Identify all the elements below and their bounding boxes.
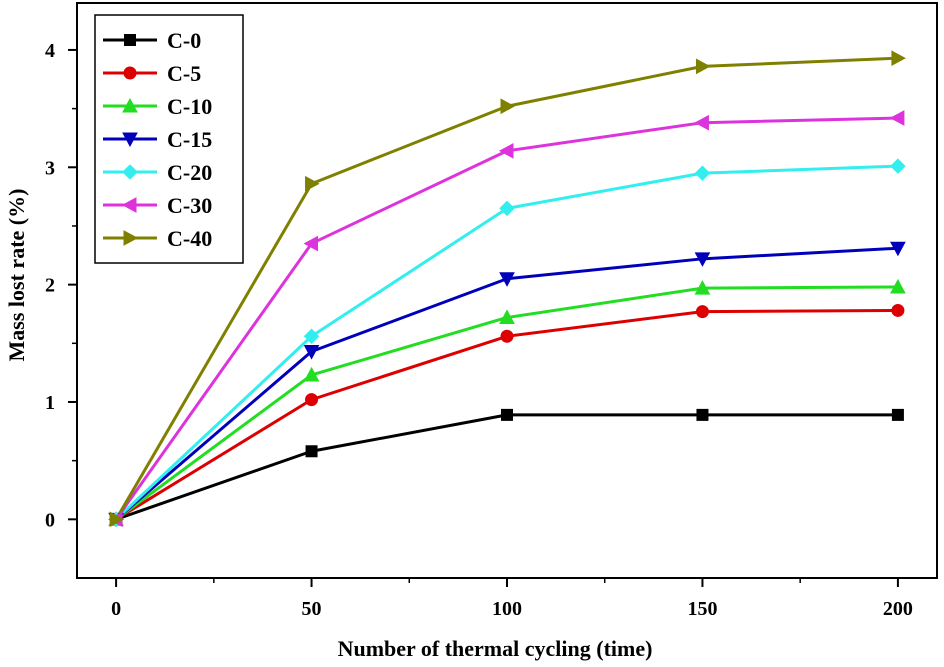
legend-marker-C-30 [121, 197, 137, 213]
data-point-C-20 [890, 158, 906, 174]
x-tick-label: 150 [687, 598, 717, 620]
y-tick-label: 0 [45, 509, 55, 531]
data-point-C-30 [889, 110, 905, 126]
legend-marker-C-40 [123, 230, 139, 246]
data-point-C-40 [891, 50, 906, 66]
legend-label-C-30: C-30 [167, 193, 212, 218]
data-point-C-10 [694, 280, 711, 295]
x-tick-label: 100 [492, 598, 522, 620]
data-point-C-0 [696, 408, 709, 421]
data-point-C-15 [303, 345, 320, 360]
data-point-C-15 [499, 272, 515, 287]
data-point-C-20 [694, 165, 711, 181]
legend-marker-C-5 [123, 66, 137, 80]
data-point-C-5 [695, 305, 709, 319]
legend: C-0 C-5 C-10 C-15 C-20 C-30 C-40 [94, 14, 244, 264]
data-point-C-30 [303, 235, 319, 252]
legend-label-C-0: C-0 [167, 28, 201, 53]
axes: 0 50 100 150 200 0 1 2 3 4 [45, 40, 913, 620]
data-point-C-30 [498, 143, 514, 159]
y-tick-label: 3 [45, 157, 55, 179]
legend-marker-C-15 [122, 132, 138, 148]
x-axis-title: Number of thermal cycling (time) [338, 636, 653, 661]
legend-marker-C-10 [122, 97, 138, 113]
data-point-C-20 [303, 328, 320, 344]
x-tick-label: 0 [111, 598, 121, 620]
legend-marker-C-0 [124, 34, 136, 46]
y-tick-label: 1 [45, 392, 55, 414]
data-point-C-30 [694, 114, 709, 131]
y-tick-label: 4 [45, 40, 55, 62]
data-point-C-5 [891, 303, 905, 317]
y-tick-label: 2 [45, 275, 55, 297]
data-point-C-5 [305, 393, 319, 407]
legend-label-C-10: C-10 [167, 94, 212, 119]
y-axis-title: Mass lost rate (%) [4, 189, 29, 362]
data-point-C-0 [305, 445, 318, 458]
series-line-C-0 [115, 413, 898, 521]
data-point-C-10 [303, 366, 320, 382]
data-point-C-15 [694, 252, 711, 267]
data-point-C-20 [499, 200, 515, 217]
data-point-C-40 [695, 58, 711, 75]
x-tick-label: 50 [302, 598, 322, 620]
legend-label-C-15: C-15 [167, 127, 212, 152]
legend-marker-C-20 [122, 164, 138, 180]
series-markers [108, 50, 906, 528]
legend-label-C-5: C-5 [167, 61, 201, 86]
data-point-C-5 [500, 329, 514, 343]
legend-label-C-20: C-20 [167, 160, 212, 185]
data-point-C-40 [109, 511, 125, 528]
data-point-C-0 [501, 408, 513, 421]
data-point-C-40 [500, 98, 516, 115]
data-point-C-10 [890, 278, 906, 294]
data-point-C-10 [499, 309, 515, 324]
legend-label-C-40: C-40 [167, 226, 212, 251]
data-point-C-15 [890, 241, 906, 257]
data-point-C-0 [891, 408, 904, 421]
x-tick-label: 200 [883, 598, 913, 620]
data-point-C-40 [305, 175, 320, 192]
